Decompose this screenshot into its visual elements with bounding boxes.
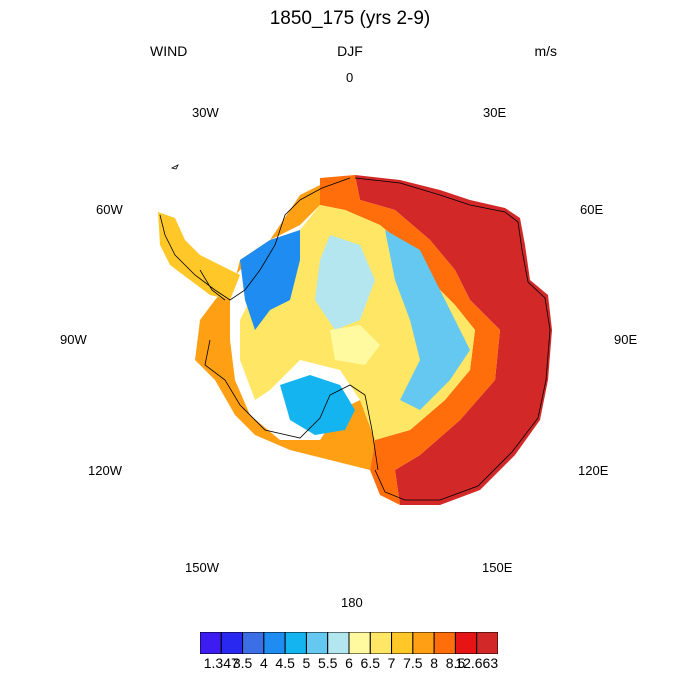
colorbar-swatch xyxy=(305,632,329,654)
colorbar-tick-label: 12.663 xyxy=(455,655,499,671)
colorbar-tick-label: 6.5 xyxy=(360,655,381,671)
colorbar-swatch xyxy=(327,632,350,654)
west-antarctica-orange-coast xyxy=(195,185,375,470)
pale-yellow-center xyxy=(330,325,380,365)
colorbar-swatch xyxy=(284,632,307,654)
colorbar-tick-label: 1.347 xyxy=(203,655,239,671)
map-title: 1850_175 (yrs 2-9) xyxy=(269,8,431,29)
coastal-orange-band xyxy=(320,175,500,505)
colorbar-swatch xyxy=(348,632,371,654)
colorbar-tick-label: 5 xyxy=(302,655,311,671)
colorbar-swatch xyxy=(391,632,414,654)
units-label: m/s xyxy=(534,43,557,59)
colorbar-tick-label: 8.5 xyxy=(445,655,466,671)
colorbar-swatch xyxy=(242,632,265,654)
blue-low-wind-ross xyxy=(280,375,355,435)
lon-label-60e: 60E xyxy=(580,202,604,217)
colorbar-tick-label: 7.5 xyxy=(403,655,423,671)
colorbar-tick-label: 8 xyxy=(430,655,439,671)
lon-label-150e: 150E xyxy=(482,560,513,575)
lon-label-90w: 90W xyxy=(60,332,87,347)
colorbar-tick-label: 6 xyxy=(345,655,353,671)
lon-label-180: 180 xyxy=(341,595,363,610)
lon-label-120w: 120W xyxy=(88,463,122,478)
lon-label-120e: 120E xyxy=(578,463,609,478)
blue-low-wind-west xyxy=(240,230,300,330)
colorbar-swatch xyxy=(200,632,222,654)
light-blue-center xyxy=(315,235,375,330)
lon-label-90e: 90E xyxy=(614,332,638,347)
blue-low-wind-central xyxy=(385,230,470,410)
lon-label-150w: 150W xyxy=(185,560,219,575)
small-island xyxy=(170,164,179,170)
east-antarctica-high-wind-region xyxy=(355,175,552,505)
lon-label-30e: 30E xyxy=(483,105,507,120)
colorbar-tick-label: 4 xyxy=(259,655,268,671)
colorbar-swatch xyxy=(220,632,244,654)
colorbar-tick-label: 3.5 xyxy=(232,655,253,671)
colorbar-swatch xyxy=(476,632,498,654)
variable-label: WIND xyxy=(150,43,188,59)
colorbar-tick-label: 5.5 xyxy=(317,655,338,671)
colorbar xyxy=(200,632,498,654)
coastline xyxy=(159,177,551,501)
colorbar-swatch xyxy=(369,632,393,654)
colorbar-swatch xyxy=(412,632,435,654)
season-label: DJF xyxy=(337,43,363,59)
colorbar-tick-label: 7 xyxy=(387,655,396,671)
colorbar-swatch xyxy=(263,632,286,654)
lon-label-0: 0 xyxy=(346,70,354,85)
peninsula-orange xyxy=(158,212,240,300)
colorbar-swatch xyxy=(433,632,456,654)
colorbar-swatch xyxy=(454,632,478,654)
colorbar-tick-label: 4.5 xyxy=(275,655,295,671)
colorbar-labels: 1.347 3.5 4 4.5 5 5.5 6 6.5 7 7.5 8 8.5 12.663 xyxy=(0,655,700,677)
lon-label-60w: 60W xyxy=(96,202,123,217)
lon-label-30w: 30W xyxy=(192,105,219,120)
